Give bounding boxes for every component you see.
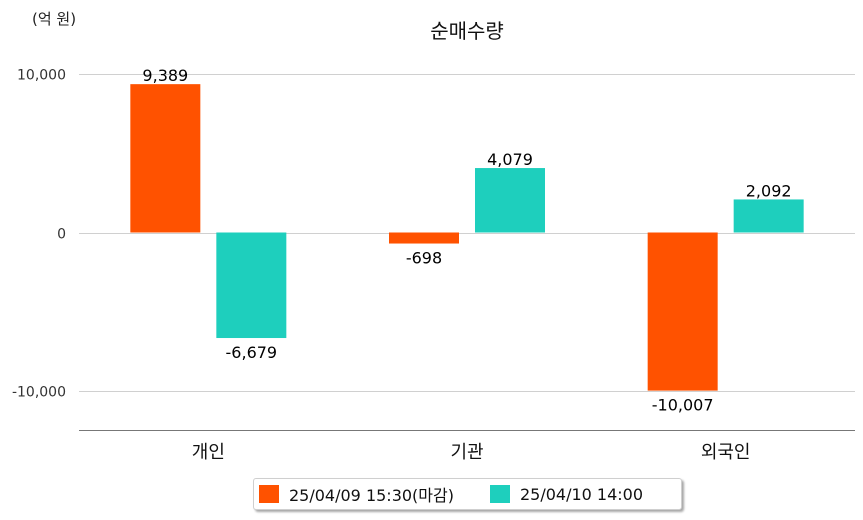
- y-tick-label: -10,000: [12, 385, 66, 401]
- bars: [130, 84, 804, 391]
- data-labels: 9,389 -6,679 -698 4,079 -10,007 2,092: [142, 66, 791, 414]
- bar: [389, 232, 459, 244]
- unit-label: (억 원): [32, 10, 76, 28]
- legend-swatch-series-1: [259, 485, 279, 503]
- bar: [733, 199, 804, 233]
- bar-chart: (억 원) 순매수량 10,000 0 -10,000 9,389 -6,679 -69…: [12, 10, 855, 463]
- data-label: -6,679: [226, 343, 278, 362]
- legend-item-series-1[interactable]: 25/04/09 15:30(마감): [259, 482, 454, 506]
- chart-title: 순매수량: [430, 19, 504, 43]
- data-label: 4,079: [487, 150, 533, 169]
- bar: [216, 232, 287, 339]
- legend-swatch-series-2: [489, 485, 510, 503]
- legend: 25/04/09 15:30(마감) 25/04/10 14:00: [253, 478, 682, 510]
- legend-item-series-2[interactable]: 25/04/10 14:00: [489, 484, 644, 504]
- x-tick-label: 개인: [192, 442, 225, 463]
- bar: [130, 84, 201, 233]
- y-tick-label: 10,000: [17, 68, 66, 84]
- y-tick-label: 0: [57, 227, 66, 243]
- x-tick-label: 외국인: [701, 442, 751, 463]
- data-label: 9,389: [142, 66, 188, 85]
- legend-label-series-1: 25/04/09 15:30(마감): [289, 486, 454, 505]
- y-axis-ticks: 10,000 0 -10,000: [12, 68, 66, 401]
- gridlines: [79, 74, 855, 392]
- legend-label-series-2: 25/04/10 14:00: [519, 484, 644, 504]
- data-label: -698: [406, 249, 442, 268]
- bar: [475, 168, 545, 233]
- x-axis-labels: 개인 기관 외국인: [192, 442, 751, 463]
- bar: [647, 232, 718, 391]
- data-label: -10,007: [652, 396, 714, 415]
- data-label: 2,092: [746, 181, 792, 200]
- x-tick-label: 기관: [450, 442, 483, 463]
